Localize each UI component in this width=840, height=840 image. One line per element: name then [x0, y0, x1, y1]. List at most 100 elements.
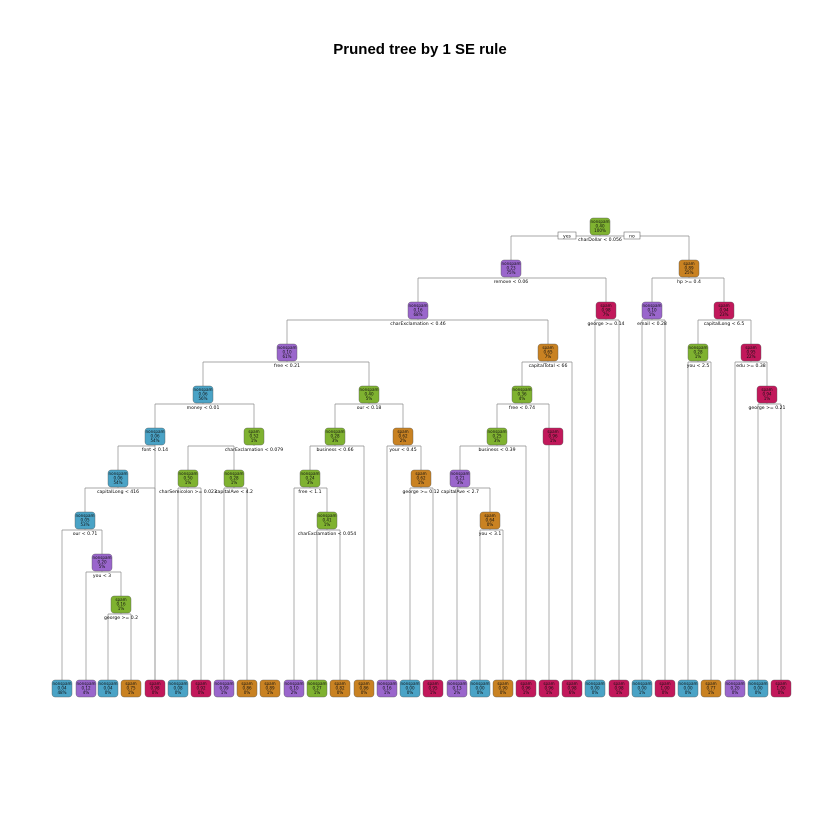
node-probability: 0.10 — [289, 686, 299, 691]
node-probability: 0.28 — [330, 434, 340, 439]
node-class-label: nonspam — [146, 429, 165, 434]
node-class-label: spam — [543, 681, 554, 686]
node-class-label: spam — [520, 681, 531, 686]
node-probability: 0.06 — [150, 434, 160, 439]
node-percent: 2% — [291, 690, 298, 695]
node-percent: 0% — [175, 690, 182, 695]
node-class-label: nonspam — [76, 513, 95, 518]
node-percent: 53% — [80, 522, 89, 527]
node-probability: 0.98 — [614, 686, 624, 691]
node-class-label: spam — [600, 303, 611, 308]
node-class-label: spam — [542, 345, 553, 350]
node-percent: 1% — [221, 690, 228, 695]
node-class-label: spam — [484, 513, 495, 518]
node-class-label: nonspam — [448, 681, 467, 686]
node-percent: 0% — [337, 690, 344, 695]
node-class-label: spam — [358, 681, 369, 686]
node-percent: 1% — [251, 438, 258, 443]
node-probability: 0.20 — [730, 686, 740, 691]
split-label: hp >= 0.4 — [677, 279, 701, 285]
split-label: capitalLong < 6.5 — [704, 321, 745, 327]
node-probability: 0.00 — [753, 686, 763, 691]
split-labels: charDollar < 0.056 remove < 0.06 hp >= 0.4… — [73, 231, 786, 621]
node-percent: 56% — [198, 396, 207, 401]
node-percent: 0% — [198, 690, 205, 695]
split-label: remove < 0.06 — [494, 279, 529, 285]
node-probability: 0.95 — [428, 686, 438, 691]
node-probability: 0.25 — [492, 434, 502, 439]
split-label: charSemicolon >= 0.023 — [159, 489, 217, 495]
node-percent: 0% — [152, 690, 159, 695]
yes-label: yes — [563, 235, 572, 240]
node-percent: 61% — [282, 354, 291, 359]
node-class-label: spam — [427, 681, 438, 686]
node-class-label: nonspam — [318, 513, 337, 518]
node-class-label: nonspam — [109, 471, 128, 476]
node-probability: 0.09 — [219, 686, 229, 691]
split-label: george >= 0.2 — [104, 615, 138, 621]
node-probability: 0.94 — [719, 308, 729, 313]
split-label: charExclamation < 0.46 — [390, 321, 445, 327]
node-percent: 2% — [400, 438, 407, 443]
node-probability: 0.08 — [173, 686, 183, 691]
node-percent: 1% — [616, 690, 623, 695]
node-percent: 22% — [746, 354, 755, 359]
node-class-label: nonspam — [749, 681, 768, 686]
node-probability: 0.86 — [359, 686, 369, 691]
node-class-label: spam — [415, 471, 426, 476]
node-percent: 1% — [649, 312, 656, 317]
node-probability: 0.96 — [521, 686, 531, 691]
node-percent: 1% — [639, 690, 646, 695]
node-probability: 0.95 — [746, 350, 756, 355]
node-class-label: nonspam — [301, 471, 320, 476]
node-percent: 0% — [244, 690, 251, 695]
node-percent: 1% — [546, 690, 553, 695]
node-class-label: spam — [547, 429, 558, 434]
node-class-label: nonspam — [308, 681, 327, 686]
node-class-label: spam — [149, 681, 160, 686]
node-class-label: spam — [659, 681, 670, 686]
node-percent: 0% — [592, 690, 599, 695]
node-probability: 0.75 — [126, 686, 136, 691]
node-class-label: spam — [115, 597, 126, 602]
node-probability: 0.27 — [312, 686, 322, 691]
node-percent: 1% — [185, 480, 192, 485]
node-class-label: nonspam — [689, 345, 708, 350]
node-probability: 0.92 — [196, 686, 206, 691]
node-class-label: nonspam — [378, 681, 397, 686]
split-label: edu >= 0.38 — [736, 363, 766, 369]
node-probability: 0.16 — [116, 602, 126, 607]
node-probability: 0.20 — [97, 560, 107, 565]
node-percent: 54% — [113, 480, 122, 485]
split-label: business < 0.39 — [478, 447, 515, 453]
node-percent: 48% — [57, 690, 66, 695]
node-class-label: spam — [334, 681, 345, 686]
split-label: you < 3.1 — [479, 531, 502, 537]
node-probability: 0.28 — [229, 476, 239, 481]
node-probability: 0.90 — [498, 686, 508, 691]
node-class-label: nonspam — [360, 387, 379, 392]
split-label: capitalAve < 2.7 — [441, 489, 479, 495]
